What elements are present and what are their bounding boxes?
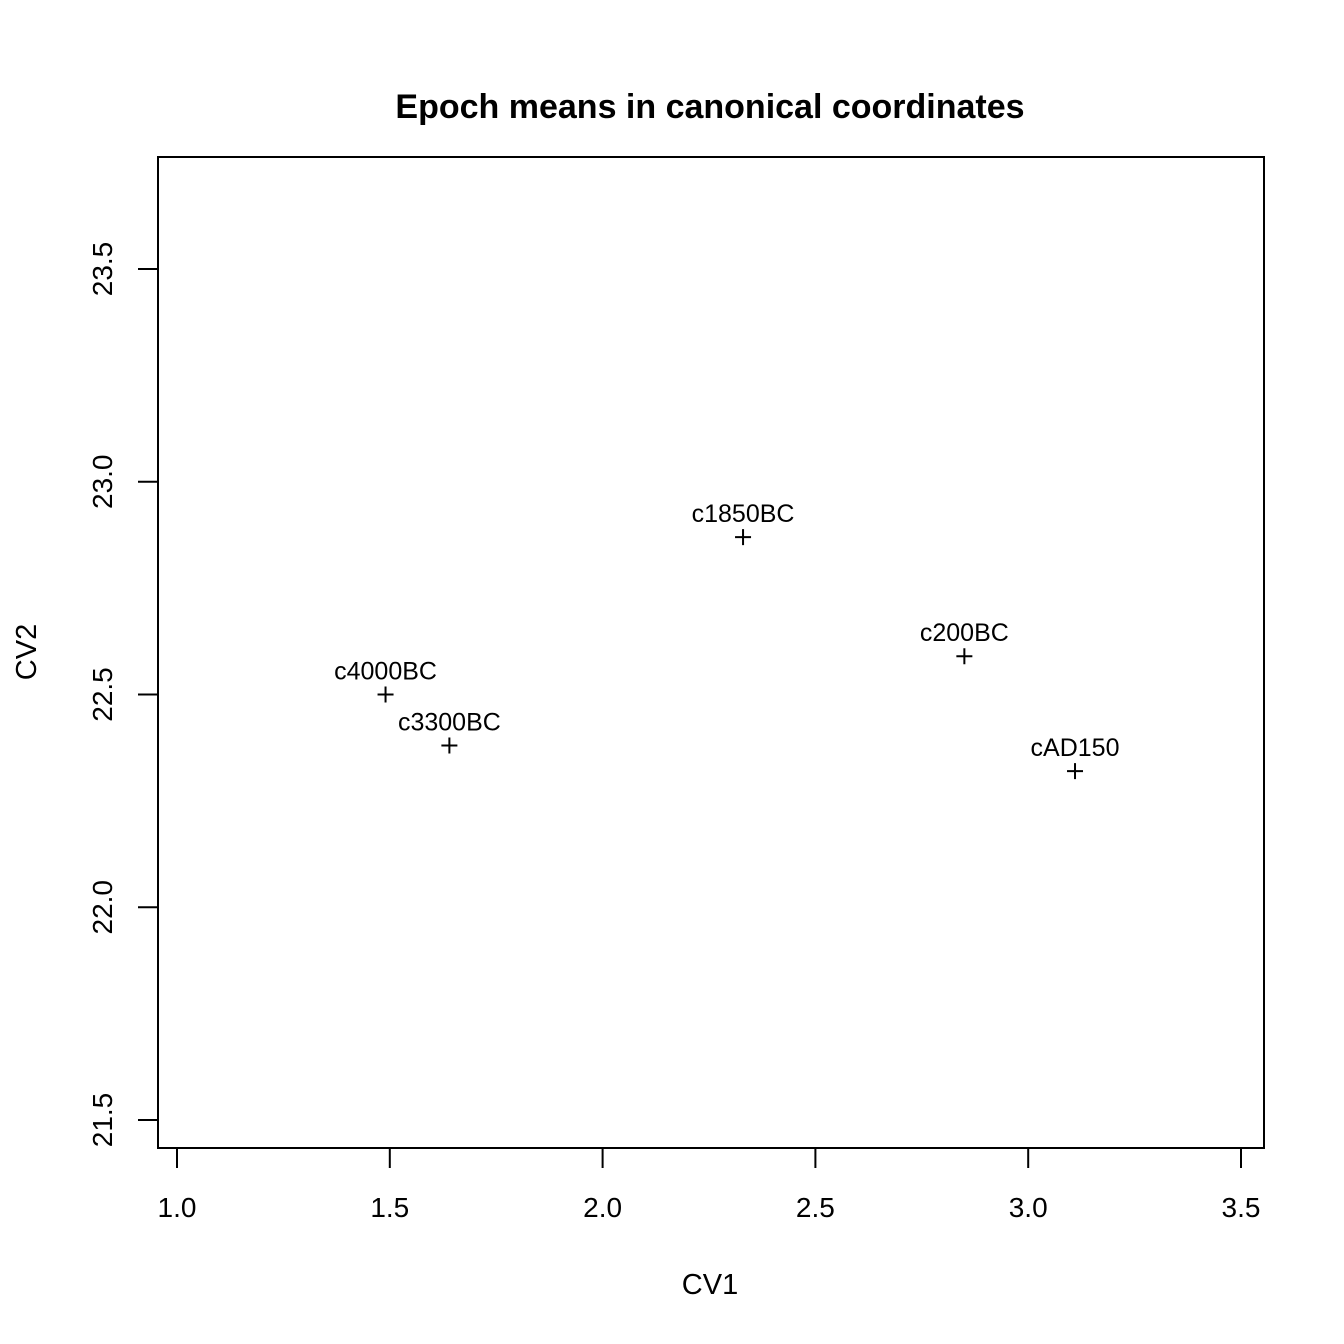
point-label: c1850BC [692,500,795,528]
point-label: c200BC [920,619,1009,647]
y-axis: 21.5 22.0 22.5 23.0 23.5 [87,242,159,1148]
plot-frame [157,156,1265,1149]
point-label: c3300BC [398,709,501,737]
y-tick-label: 22.0 [87,880,118,935]
data-points: c4000BC c3300BC c1850BC c200BC cAD150 [334,500,1120,780]
y-tick-label: 23.5 [87,242,118,297]
x-tick-label: 2.0 [583,1192,622,1223]
plus-marker [1067,763,1084,780]
plus-marker [735,529,752,546]
plus-marker [956,648,973,665]
data-point: c1850BC [692,500,795,546]
x-axis-label: CV1 [682,1269,738,1301]
x-tick-label: 3.5 [1222,1192,1261,1223]
data-point: c4000BC [334,658,437,703]
x-axis: 1.0 1.5 2.0 2.5 3.0 3.5 [158,1147,1261,1223]
x-tick-label: 1.0 [158,1192,197,1223]
plus-marker [377,686,394,703]
y-tick-label: 22.5 [87,667,118,722]
y-tick-label: 21.5 [87,1093,118,1148]
point-label: c4000BC [334,658,437,686]
y-tick-label: 23.0 [87,455,118,510]
x-tick-label: 3.0 [1009,1192,1048,1223]
data-point: c200BC [920,619,1009,665]
x-tick-label: 2.5 [796,1192,835,1223]
data-point: c3300BC [398,709,501,754]
data-point: cAD150 [1031,734,1120,780]
chart-title: Epoch means in canonical coordinates [395,88,1024,126]
plus-marker [441,737,458,754]
y-axis-label: CV2 [11,624,43,680]
point-label: cAD150 [1031,734,1120,762]
x-tick-label: 1.5 [370,1192,409,1223]
